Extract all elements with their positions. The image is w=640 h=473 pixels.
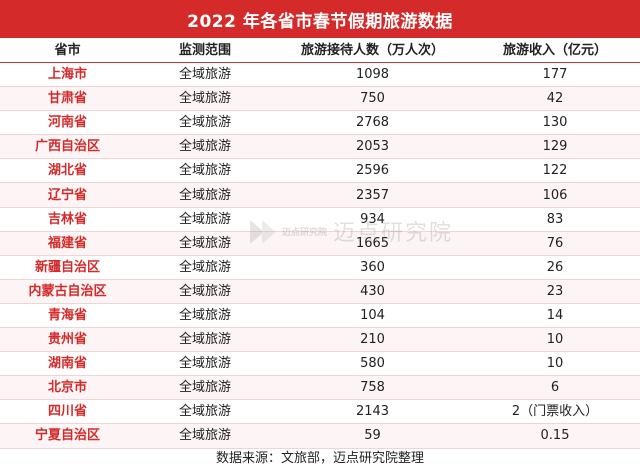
scope-cell: 全域旅游 <box>135 231 275 256</box>
revenue-cell: 10 <box>470 327 640 353</box>
visitors-cell: 1098 <box>275 62 470 88</box>
table-row: 湖南省 全域旅游 580 10 <box>0 351 640 377</box>
revenue-cell: 42 <box>470 86 640 112</box>
table-row: 湖北省 全域旅游 2596 122 <box>0 158 640 184</box>
scope-cell: 全域旅游 <box>135 423 275 449</box>
visitors-cell: 758 <box>275 375 470 401</box>
scope-cell: 全域旅游 <box>135 303 275 329</box>
scope-cell: 全域旅游 <box>135 110 275 136</box>
revenue-cell: 14 <box>470 303 640 329</box>
column-header-scope: 监测范围 <box>135 38 275 63</box>
visitors-cell: 2053 <box>275 134 470 160</box>
province-cell: 湖北省 <box>0 158 135 184</box>
scope-cell: 全域旅游 <box>135 182 275 208</box>
scope-cell: 全域旅游 <box>135 375 275 401</box>
table-header: 省市 监测范围 旅游接待人数（万人次） 旅游收入（亿元） <box>0 38 640 63</box>
scope-cell: 全域旅游 <box>135 86 275 112</box>
scope-cell: 全域旅游 <box>135 134 275 160</box>
province-cell: 广西自治区 <box>0 134 135 160</box>
scope-cell: 全域旅游 <box>135 327 275 353</box>
province-cell: 四川省 <box>0 399 135 425</box>
scope-cell: 全域旅游 <box>135 207 275 232</box>
revenue-cell: 10 <box>470 351 640 377</box>
scope-cell: 全域旅游 <box>135 351 275 377</box>
table-row: 河南省 全域旅游 2768 130 <box>0 110 640 136</box>
visitors-cell: 104 <box>275 303 470 329</box>
data-table: 省市 监测范围 旅游接待人数（万人次） 旅游收入（亿元） 上海市 全域旅游 1098… <box>0 38 640 449</box>
visitors-cell: 360 <box>275 255 470 280</box>
table-row: 上海市 全域旅游 1098 177 <box>0 62 640 88</box>
province-cell: 青海省 <box>0 303 135 329</box>
page-title: 2022 年各省市春节假期旅游数据 <box>0 0 640 38</box>
revenue-cell: 106 <box>470 182 640 208</box>
visitors-cell: 430 <box>275 279 470 304</box>
scope-cell: 全域旅游 <box>135 158 275 184</box>
revenue-cell: 76 <box>470 231 640 256</box>
column-header-province: 省市 <box>0 38 135 63</box>
table-row: 青海省 全域旅游 104 14 <box>0 303 640 329</box>
revenue-cell: 2（门票收入） <box>470 399 640 425</box>
table-row: 辽宁省 全域旅游 2357 106 <box>0 182 640 208</box>
table-row: 福建省 全域旅游 1665 76 <box>0 231 640 256</box>
revenue-cell: 83 <box>470 207 640 232</box>
scope-cell: 全域旅游 <box>135 255 275 280</box>
scope-cell: 全域旅游 <box>135 399 275 425</box>
table-row: 新疆自治区 全域旅游 360 26 <box>0 255 640 280</box>
province-cell: 湖南省 <box>0 351 135 377</box>
visitors-cell: 2768 <box>275 110 470 136</box>
province-cell: 内蒙古自治区 <box>0 279 135 304</box>
revenue-cell: 130 <box>470 110 640 136</box>
visitors-cell: 2143 <box>275 399 470 425</box>
column-header-revenue: 旅游收入（亿元） <box>470 38 640 63</box>
table-row: 广西自治区 全域旅游 2053 129 <box>0 134 640 160</box>
column-header-visitors: 旅游接待人数（万人次） <box>275 38 470 63</box>
table-row: 内蒙古自治区 全域旅游 430 23 <box>0 279 640 304</box>
scope-cell: 全域旅游 <box>135 279 275 304</box>
table-body: 上海市 全域旅游 1098 177 甘肃省 全域旅游 750 42 河南省 全域旅游 2768 130… <box>0 62 640 449</box>
table-row: 宁夏自治区 全域旅游 59 0.15 <box>0 423 640 449</box>
province-cell: 河南省 <box>0 110 135 136</box>
visitors-cell: 210 <box>275 327 470 353</box>
revenue-cell: 129 <box>470 134 640 160</box>
visitors-cell: 750 <box>275 86 470 112</box>
province-cell: 辽宁省 <box>0 182 135 208</box>
revenue-cell: 26 <box>470 255 640 280</box>
table-row: 北京市 全域旅游 758 6 <box>0 375 640 401</box>
province-cell: 吉林省 <box>0 207 135 232</box>
visitors-cell: 2357 <box>275 182 470 208</box>
province-cell: 宁夏自治区 <box>0 423 135 449</box>
table-row: 甘肃省 全域旅游 750 42 <box>0 86 640 112</box>
visitors-cell: 1665 <box>275 231 470 256</box>
visitors-cell: 934 <box>275 207 470 232</box>
source-note: 数据来源：文旅部，迈点研究院整理 <box>215 451 424 466</box>
table-row: 四川省 全域旅游 2143 2（门票收入） <box>0 399 640 425</box>
province-cell: 福建省 <box>0 231 135 256</box>
province-cell: 上海市 <box>0 62 135 88</box>
revenue-cell: 23 <box>470 279 640 304</box>
province-cell: 新疆自治区 <box>0 255 135 280</box>
revenue-cell: 122 <box>470 158 640 184</box>
revenue-cell: 177 <box>470 62 640 88</box>
revenue-cell: 6 <box>470 375 640 401</box>
visitors-cell: 59 <box>275 423 470 449</box>
province-cell: 北京市 <box>0 375 135 401</box>
province-cell: 贵州省 <box>0 327 135 353</box>
revenue-cell: 0.15 <box>470 423 640 449</box>
province-cell: 甘肃省 <box>0 86 135 112</box>
visitors-cell: 580 <box>275 351 470 377</box>
scope-cell: 全域旅游 <box>135 62 275 88</box>
table-row: 贵州省 全域旅游 210 10 <box>0 327 640 353</box>
table-row: 吉林省 全域旅游 934 83 <box>0 207 640 232</box>
visitors-cell: 2596 <box>275 158 470 184</box>
